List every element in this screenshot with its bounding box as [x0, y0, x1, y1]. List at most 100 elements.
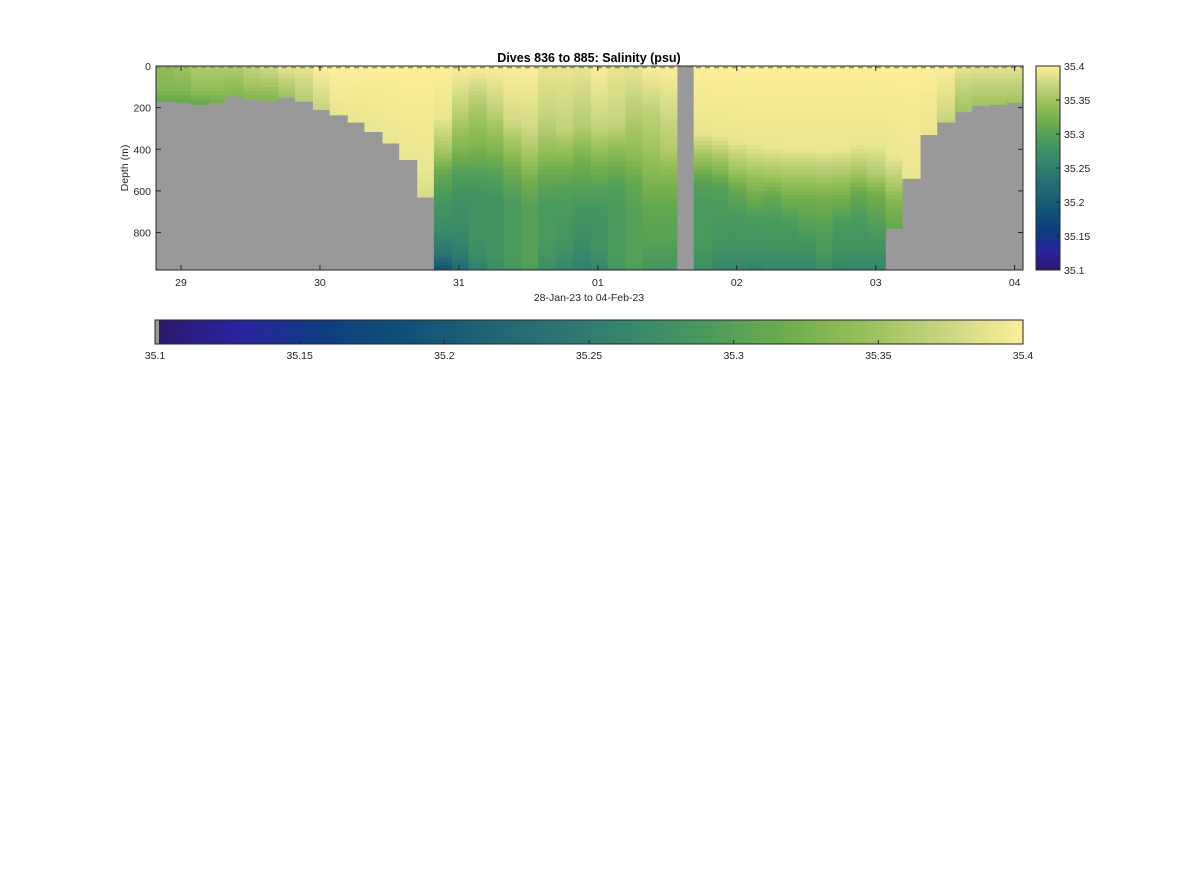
heatmap-cell — [468, 203, 488, 208]
x-tick-label: 02 — [731, 277, 743, 289]
heatmap-cell — [572, 86, 592, 92]
heatmap-cell — [936, 78, 956, 84]
heatmap-cell — [850, 128, 868, 134]
heatmap-cell — [538, 261, 557, 267]
heatmap-cell — [451, 70, 470, 75]
heatmap-cell — [625, 199, 643, 204]
heatmap-cell — [850, 132, 868, 138]
heatmap-cell — [313, 103, 331, 109]
heatmap-cell — [243, 66, 261, 71]
heatmap-cell — [521, 136, 539, 142]
colorbar-segment — [1036, 150, 1060, 153]
heatmap-cell — [902, 124, 921, 129]
heatmap-cell — [451, 174, 470, 179]
heatmap-cell — [885, 120, 903, 125]
heatmap-cell — [642, 265, 661, 271]
heatmap-cell — [486, 253, 504, 258]
heatmap-cell — [660, 157, 678, 163]
heatmap-cell — [660, 115, 678, 121]
heatmap-cell — [538, 124, 557, 129]
heatmap-cell — [503, 178, 522, 183]
heatmap-cell — [521, 86, 539, 92]
heatmap-cell — [954, 99, 972, 104]
heatmap-cell — [797, 115, 817, 121]
heatmap-cell — [538, 74, 557, 79]
heatmap-cell — [486, 174, 504, 179]
heatmap-cell — [954, 95, 972, 100]
heatmap-cell — [693, 224, 713, 229]
heatmap-cell — [711, 120, 729, 125]
colorbar-segment — [1036, 112, 1060, 115]
colorbar-segment — [1036, 140, 1060, 143]
heatmap-cell — [190, 74, 210, 79]
heatmap-cell — [850, 228, 868, 233]
colorbar-segment — [1036, 94, 1060, 97]
heatmap-cell — [468, 82, 488, 88]
colorbar-segment — [459, 320, 464, 344]
heatmap-cell — [417, 99, 435, 104]
heatmap-cell — [781, 66, 799, 71]
heatmap-cell — [693, 165, 713, 171]
heatmap-cell — [556, 182, 574, 188]
heatmap-cell — [486, 128, 504, 134]
heatmap-cell — [746, 232, 764, 238]
y-tick-label: 600 — [133, 186, 151, 198]
heatmap-cell — [382, 132, 400, 138]
heatmap-cell — [885, 161, 903, 167]
heatmap-cell — [486, 265, 504, 271]
heatmap-cell — [902, 70, 921, 75]
heatmap-cell — [433, 240, 453, 246]
heatmap-cell — [538, 211, 557, 217]
heatmap-cell — [746, 136, 764, 142]
heatmap-cell — [538, 153, 557, 158]
heatmap-cell — [156, 86, 175, 92]
heatmap-cell — [746, 245, 764, 250]
heatmap-cell — [486, 124, 504, 129]
heatmap-cell — [885, 128, 903, 134]
heatmap-cell — [728, 66, 747, 71]
heatmap-cell — [572, 128, 592, 134]
heatmap-cell — [728, 115, 747, 121]
colorbar-segment — [1036, 216, 1060, 219]
colorbar-segment — [1036, 178, 1060, 181]
heatmap-cell — [486, 86, 504, 92]
heatmap-cell — [294, 86, 314, 92]
heatmap-cell — [364, 86, 383, 92]
colorbar-segment — [1036, 194, 1060, 197]
colorbar-segment — [431, 320, 436, 344]
heatmap-cell — [156, 70, 175, 75]
heatmap-cell — [417, 107, 435, 113]
colorbar-segment — [1036, 228, 1060, 231]
heatmap-cell — [625, 149, 643, 154]
heatmap-cell — [867, 99, 886, 104]
heatmap-cell — [728, 245, 747, 250]
heatmap-cell — [347, 111, 365, 117]
heatmap-cell — [797, 249, 817, 254]
heatmap-cell — [538, 145, 557, 150]
heatmap-cell — [728, 78, 747, 84]
heatmap-cell — [920, 107, 938, 113]
heatmap-cell — [693, 90, 713, 96]
heatmap-cell — [607, 195, 627, 200]
colorbar-segment — [655, 320, 660, 344]
heatmap-cell — [468, 265, 488, 271]
colorbar-segment — [751, 320, 756, 344]
heatmap-cell — [607, 211, 627, 217]
heatmap-cell — [625, 220, 643, 225]
heatmap-cell — [920, 82, 938, 88]
heatmap-cell — [433, 220, 453, 225]
heatmap-cell — [556, 82, 574, 88]
heatmap-cell — [433, 128, 453, 134]
heatmap-cell — [728, 86, 747, 92]
heatmap-cell — [521, 115, 539, 121]
heatmap-cell — [711, 140, 729, 146]
heatmap-cell — [832, 190, 852, 196]
heatmap-cell — [850, 265, 868, 271]
heatmap-cell — [503, 190, 522, 196]
heatmap-cell — [294, 95, 314, 100]
heatmap-cell — [815, 265, 834, 271]
colorbar-segment — [215, 320, 220, 344]
heatmap-cell — [954, 90, 972, 96]
heatmap-cell — [832, 253, 852, 258]
heatmap-cell — [936, 99, 956, 104]
